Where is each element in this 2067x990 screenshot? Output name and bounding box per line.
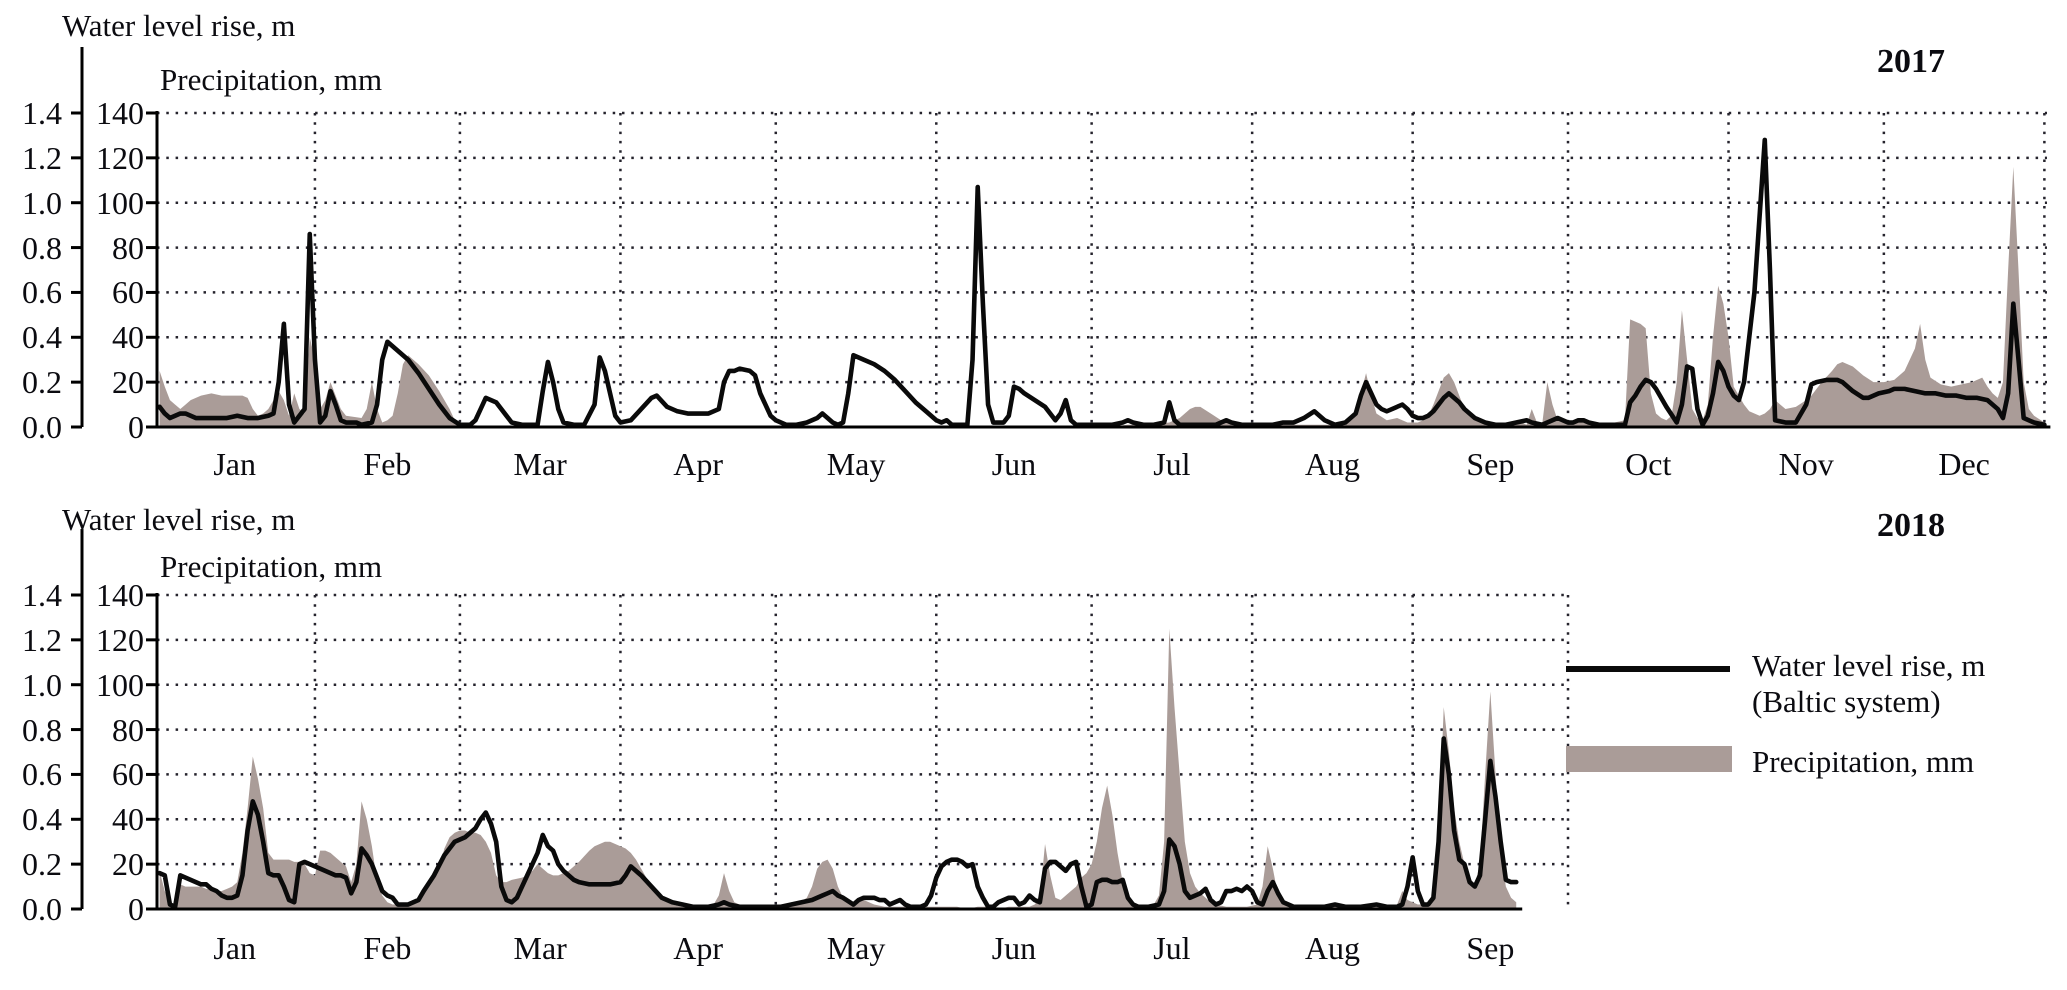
water-tick-label-2017-0.0: 0.0 [22,409,62,445]
precip-tick-label-2017-120: 120 [96,139,144,176]
month-label-2017-Apr: Apr [673,446,723,482]
month-label-2018-Jun: Jun [991,930,1037,966]
precip-tick-label-2017-40: 40 [112,319,144,356]
water-axis-title-2018: Water level rise, m [62,502,296,537]
month-label-2017-Aug: Aug [1304,446,1360,482]
precip-tick-label-2018-120: 120 [96,621,144,658]
water-tick-label-2018-1.2: 1.2 [22,621,62,658]
month-label-2018-Jan: Jan [213,930,256,966]
legend-line-swatch [1566,666,1730,672]
month-label-2018-Feb: Feb [363,930,412,966]
month-label-2018-Aug: Aug [1304,930,1360,966]
water-tick-label-2018-0.8: 0.8 [22,711,62,748]
precip-tick-label-2018-140: 140 [96,576,144,613]
month-label-2017-Mar: Mar [513,446,567,482]
water-tick-label-2018-0.4: 0.4 [22,801,62,838]
precip-tick-label-2018-20: 20 [112,846,144,883]
month-label-2017-Jul: Jul [1153,446,1191,482]
precip-tick-label-2017-100: 100 [96,184,144,221]
precip-tick-label-2018-100: 100 [96,666,144,703]
water-tick-label-2018-1.4: 1.4 [22,576,62,613]
precipitation-area-2017 [159,166,2045,427]
month-label-2018-Jul: Jul [1153,930,1191,966]
legend-label-precip: Precipitation, mm [1752,744,1975,779]
month-label-2017-Sep: Sep [1466,446,1515,482]
water-tick-label-2017-0.6: 0.6 [22,274,62,311]
water-tick-label-2017-0.8: 0.8 [22,229,62,266]
legend-label-water-line2: (Baltic system) [1752,684,1941,719]
legend-label-water-line1: Water level rise, m [1752,648,1986,683]
water-tick-label-2017-1.0: 1.0 [22,184,62,221]
month-label-2017-May: May [826,446,886,482]
month-label-2017-Nov: Nov [1778,446,1834,482]
month-label-2017-Jan: Jan [213,446,256,482]
water-tick-label-2017-1.4: 1.4 [22,94,62,131]
month-label-2018-Mar: Mar [513,930,567,966]
water-tick-label-2018-1.0: 1.0 [22,666,62,703]
precip-tick-label-2018-60: 60 [112,756,144,793]
precip-axis-title-2017: Precipitation, mm [160,62,383,97]
month-label-2017-Oct: Oct [1625,446,1672,482]
month-label-2018-May: May [826,930,886,966]
water-tick-label-2018-0.0: 0.0 [22,891,62,927]
water-level-line-2018 [157,736,1519,910]
month-label-2018-Apr: Apr [673,930,723,966]
month-label-2017-Feb: Feb [363,446,412,482]
precipitation-area-2018 [159,628,1517,909]
water-tick-label-2018-0.6: 0.6 [22,756,62,793]
water-tick-label-2017-1.2: 1.2 [22,139,62,176]
month-label-2017-Jun: Jun [991,446,1037,482]
month-label-2017-Dec: Dec [1938,446,1990,482]
precip-tick-label-2018-80: 80 [112,711,144,748]
precip-tick-label-2017-20: 20 [112,364,144,401]
water-tick-label-2018-0.2: 0.2 [22,846,62,883]
legend-area-swatch [1566,746,1732,772]
water-tick-label-2017-0.2: 0.2 [22,364,62,401]
year-title-2018: 2018 [1877,507,1945,544]
water-axis-title-2017: Water level rise, m [62,8,296,43]
precip-axis-title-2018: Precipitation, mm [160,549,383,584]
month-label-2018-Sep: Sep [1466,930,1515,966]
water-level-line-2017 [157,137,2047,428]
precip-tick-label-2018-40: 40 [112,801,144,838]
precip-tick-label-2017-60: 60 [112,274,144,311]
precip-tick-label-2017-140: 140 [96,94,144,131]
precip-tick-label-2018-0: 0 [128,891,144,927]
precip-tick-label-2017-0: 0 [128,409,144,445]
precip-tick-label-2017-80: 80 [112,229,144,266]
year-title-2017: 2017 [1877,43,1945,80]
water-tick-label-2017-0.4: 0.4 [22,319,62,356]
